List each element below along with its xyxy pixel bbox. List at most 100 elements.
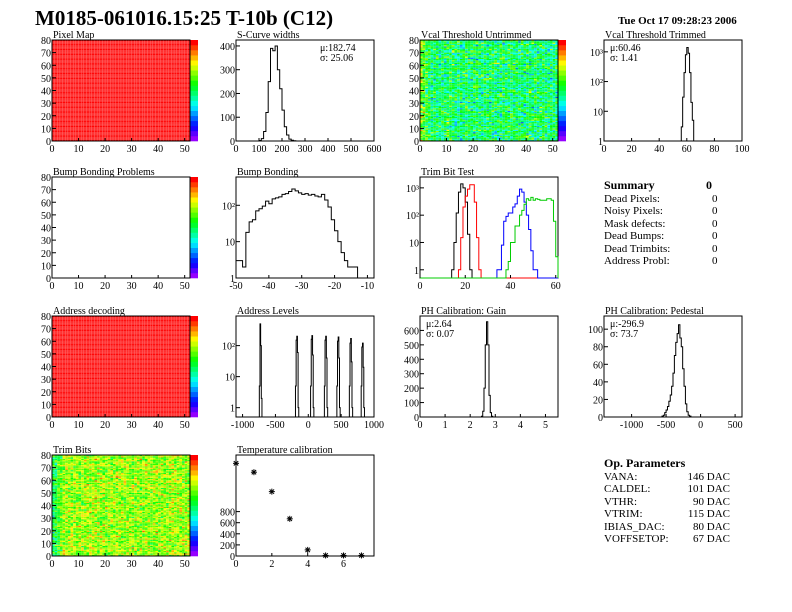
heatmap-cell [108, 50, 111, 51]
heatmap-cell [76, 43, 79, 44]
heatmap-cell [185, 75, 188, 76]
heatmap-cell [436, 98, 439, 99]
heatmap-cell [124, 68, 127, 69]
heatmap-cell [436, 82, 439, 83]
heatmap-cell [428, 135, 431, 136]
heatmap-cell [163, 55, 166, 56]
heatmap-cell [121, 123, 124, 124]
heatmap-cell [140, 118, 143, 119]
heatmap-cell [134, 98, 137, 99]
heatmap-cell [126, 68, 129, 69]
heatmap-cell [182, 126, 185, 127]
heatmap-cell [137, 51, 140, 52]
heatmap-cell [436, 48, 439, 49]
heatmap-cell [126, 58, 129, 59]
heatmap-cell [439, 132, 442, 133]
heatmap-cell [113, 51, 116, 52]
heatmap-cell [65, 112, 68, 113]
heatmap-cell [63, 78, 66, 79]
heatmap-cell [153, 132, 156, 133]
heatmap-cell [433, 91, 436, 92]
heatmap-cell [436, 74, 439, 75]
heatmap-cell [166, 80, 169, 81]
heatmap-cell [100, 91, 103, 92]
heatmap-cell [92, 69, 95, 70]
heatmap-cell [166, 109, 169, 110]
heatmap-cell [73, 135, 76, 136]
heatmap-cell [76, 133, 79, 134]
heatmap-cell [185, 94, 188, 95]
heatmap-cell [102, 98, 105, 99]
heatmap-cell [425, 48, 428, 49]
heatmap-cell [126, 126, 129, 127]
heatmap-cell [126, 130, 129, 131]
heatmap-cell [137, 83, 140, 84]
heatmap-cell [73, 136, 76, 137]
heatmap-cell [166, 94, 169, 95]
heatmap-cell [161, 84, 164, 85]
heatmap-cell [433, 77, 436, 78]
heatmap-cell [423, 80, 426, 81]
heatmap-cell [124, 102, 127, 103]
heatmap-cell [161, 101, 164, 102]
heatmap-cell [102, 108, 105, 109]
heatmap-cell [142, 67, 145, 68]
heatmap-cell [108, 131, 111, 132]
heatmap-cell [177, 73, 180, 74]
heatmap-cell [71, 87, 74, 88]
heatmap-cell [439, 72, 442, 73]
heatmap-cell [174, 118, 177, 119]
heatmap-cell [76, 98, 79, 99]
heatmap-cell [121, 85, 124, 86]
heatmap-cell [129, 136, 132, 137]
heatmap-cell [156, 59, 159, 60]
heatmap-cell [118, 41, 121, 42]
heatmap-cell [153, 64, 156, 65]
heatmap-cell [57, 67, 60, 68]
heatmap-cell [134, 83, 137, 84]
heatmap-cell [428, 97, 431, 98]
heatmap-cell [102, 87, 105, 88]
heatmap-cell [431, 70, 434, 71]
heatmap-cell [163, 96, 166, 97]
heatmap-cell [140, 128, 143, 129]
heatmap-cell [182, 65, 185, 66]
heatmap-cell [124, 45, 127, 46]
heatmap-cell [171, 82, 174, 83]
heatmap-cell [163, 103, 166, 104]
heatmap-cell [126, 121, 129, 122]
heatmap-cell [433, 59, 436, 60]
heatmap-cell [161, 108, 164, 109]
heatmap-cell [105, 102, 108, 103]
heatmap-cell [129, 89, 132, 90]
heatmap-cell [137, 63, 140, 64]
heatmap-cell [140, 74, 143, 75]
heatmap-cell [60, 85, 63, 86]
heatmap-cell [132, 74, 135, 75]
heatmap-cell [436, 96, 439, 97]
heatmap-cell [63, 128, 66, 129]
heatmap-cell [150, 77, 153, 78]
heatmap-cell [60, 75, 63, 76]
heatmap-cell [156, 103, 159, 104]
heatmap-cell [118, 106, 121, 107]
heatmap-cell [158, 133, 161, 134]
heatmap-cell [116, 68, 119, 69]
heatmap-cell [79, 44, 82, 45]
heatmap-cell [63, 123, 66, 124]
heatmap-cell [177, 82, 180, 83]
heatmap-cell [118, 104, 121, 105]
heatmap-cell [124, 106, 127, 107]
heatmap-cell [140, 131, 143, 132]
heatmap-cell [63, 60, 66, 61]
heatmap-cell [105, 123, 108, 124]
heatmap-cell [68, 92, 71, 93]
heatmap-cell [60, 58, 63, 59]
heatmap-cell [182, 111, 185, 112]
heatmap-cell [87, 61, 90, 62]
heatmap-cell [97, 70, 100, 71]
heatmap-cell [134, 135, 137, 136]
heatmap-cell [436, 58, 439, 59]
heatmap-cell [116, 50, 119, 51]
heatmap-cell [425, 125, 428, 126]
